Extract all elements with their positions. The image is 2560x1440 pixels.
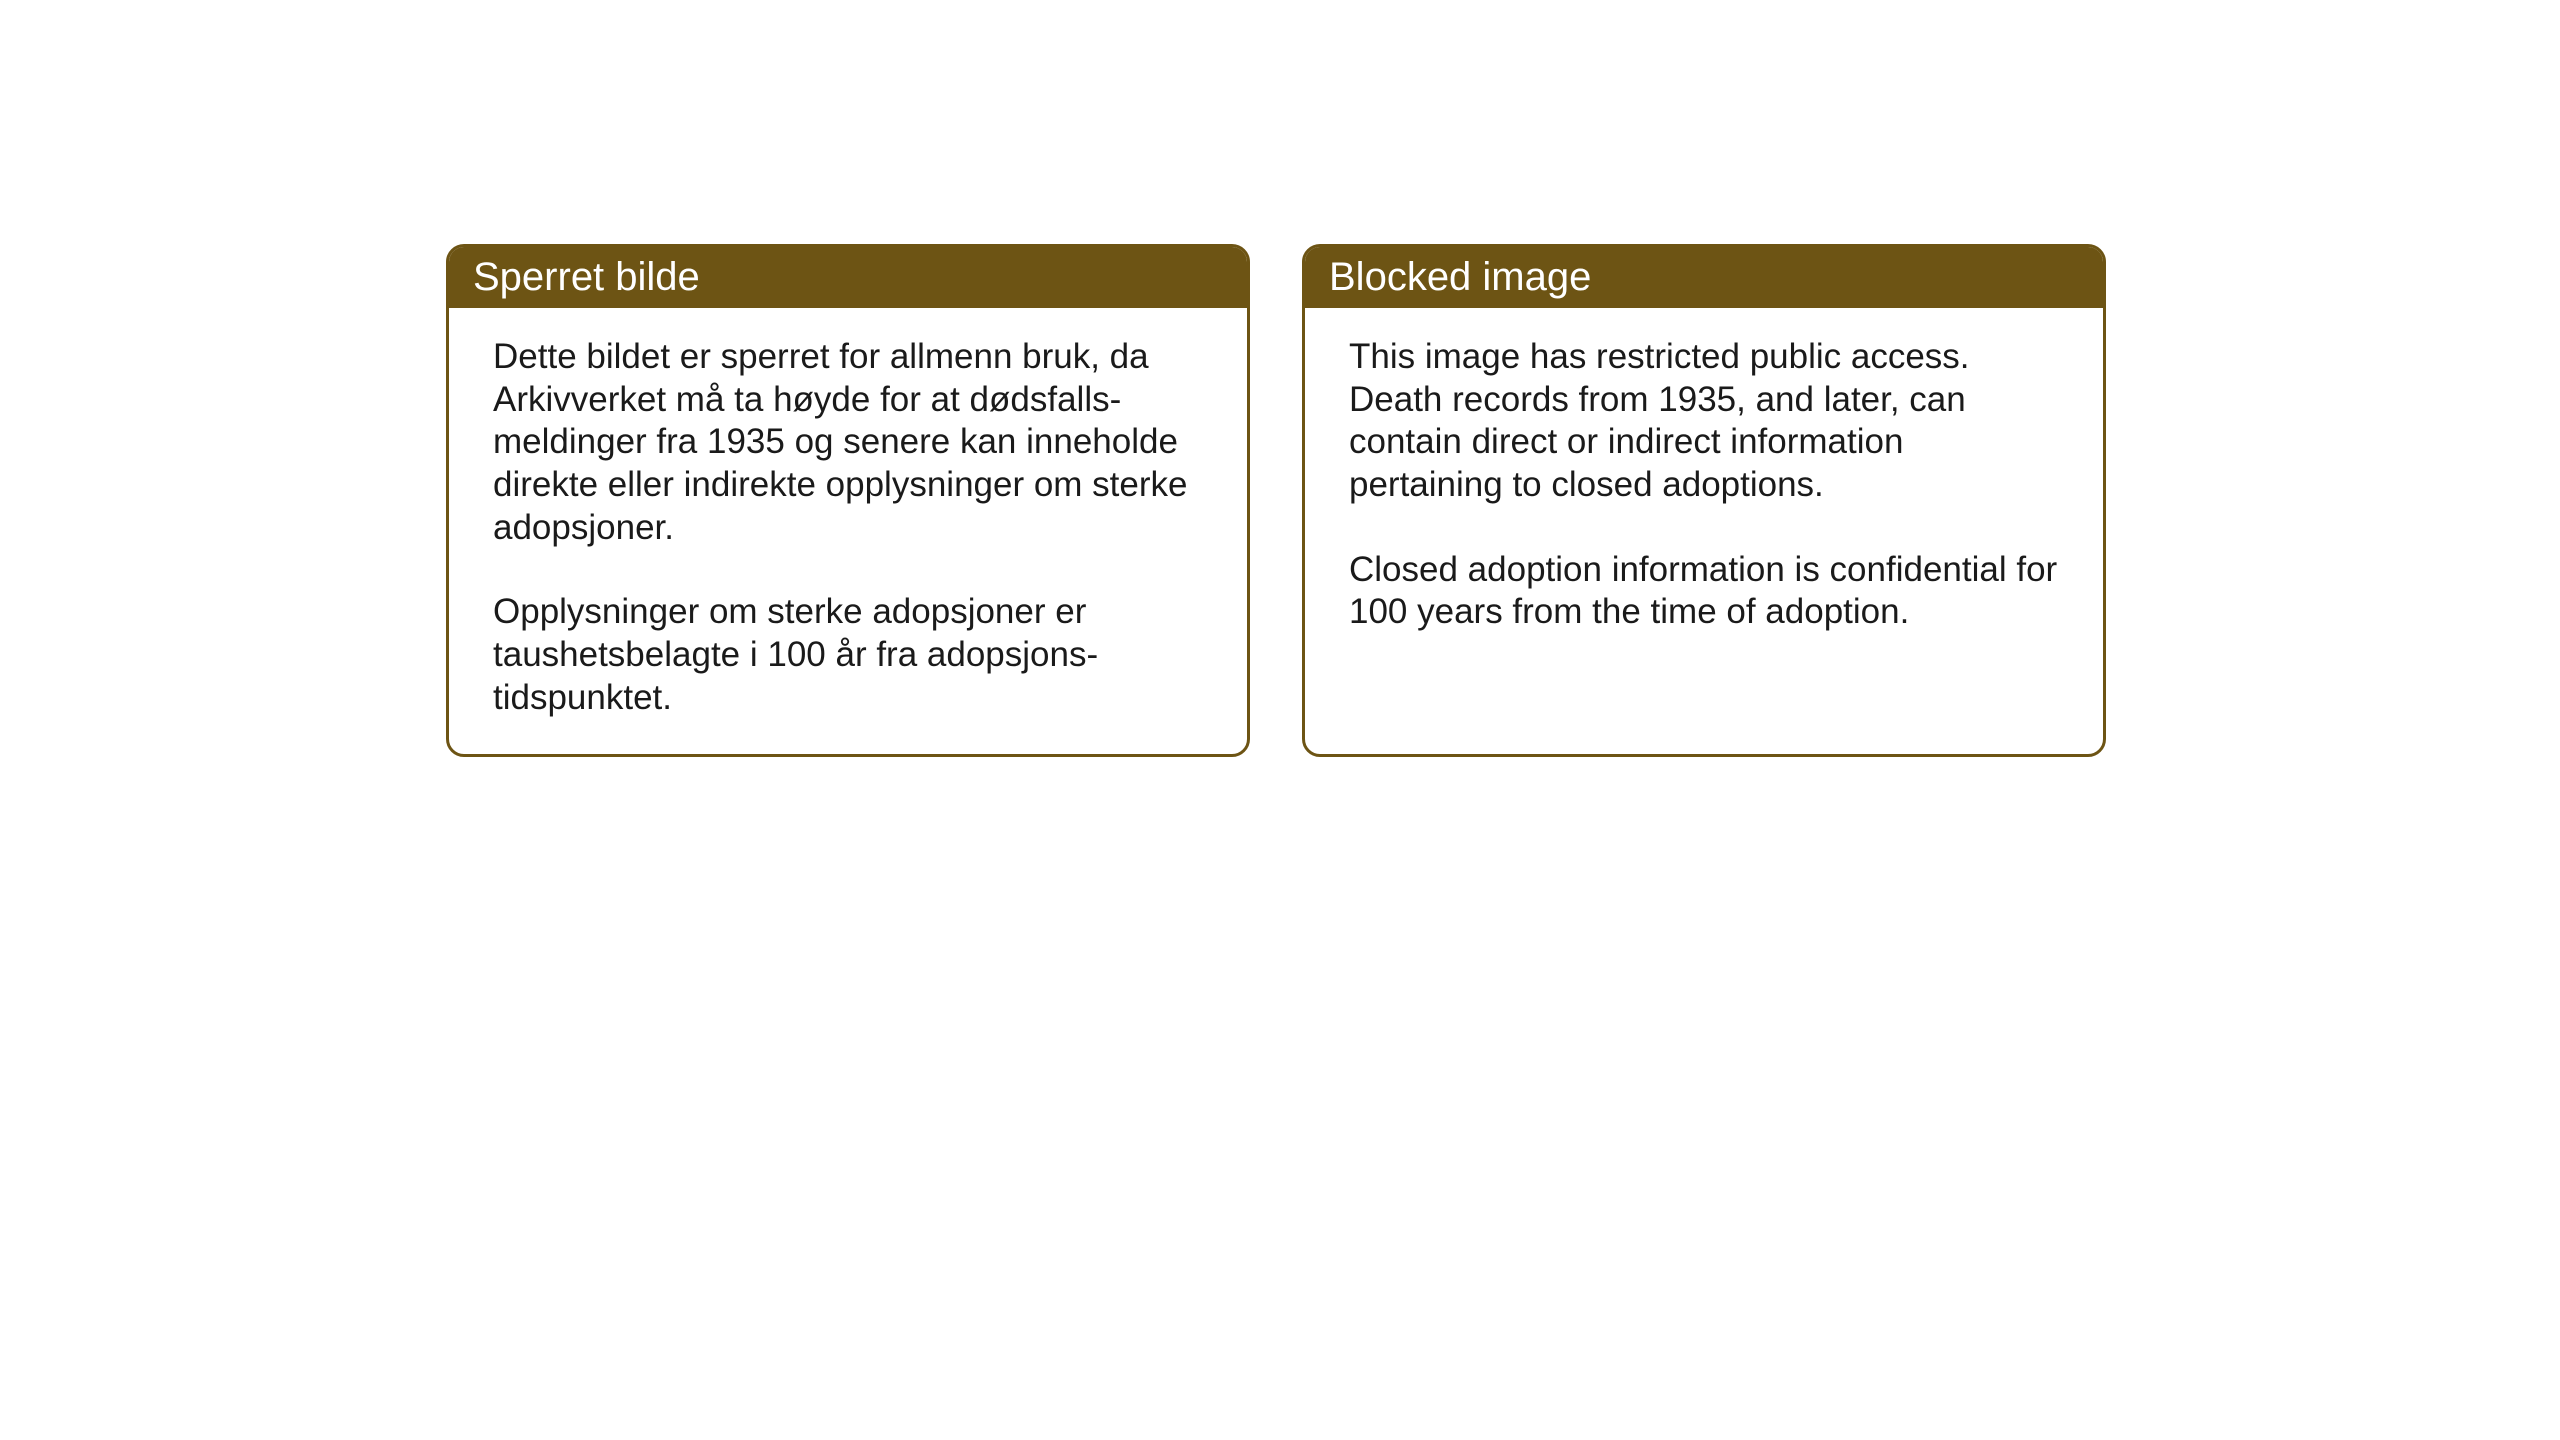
notice-title-norwegian: Sperret bilde <box>449 247 1247 308</box>
notice-paragraph-1-norwegian: Dette bildet er sperret for allmenn bruk… <box>493 336 1203 549</box>
notice-container: Sperret bilde Dette bildet er sperret fo… <box>446 244 2106 757</box>
notice-title-english: Blocked image <box>1305 247 2103 308</box>
notice-box-english: Blocked image This image has restricted … <box>1302 244 2106 757</box>
notice-box-norwegian: Sperret bilde Dette bildet er sperret fo… <box>446 244 1250 757</box>
notice-paragraph-1-english: This image has restricted public access.… <box>1349 336 2059 507</box>
notice-paragraph-2-english: Closed adoption information is confident… <box>1349 549 2059 634</box>
notice-body-norwegian: Dette bildet er sperret for allmenn bruk… <box>449 308 1247 754</box>
notice-paragraph-2-norwegian: Opplysninger om sterke adopsjoner er tau… <box>493 591 1203 719</box>
notice-body-english: This image has restricted public access.… <box>1305 308 2103 728</box>
